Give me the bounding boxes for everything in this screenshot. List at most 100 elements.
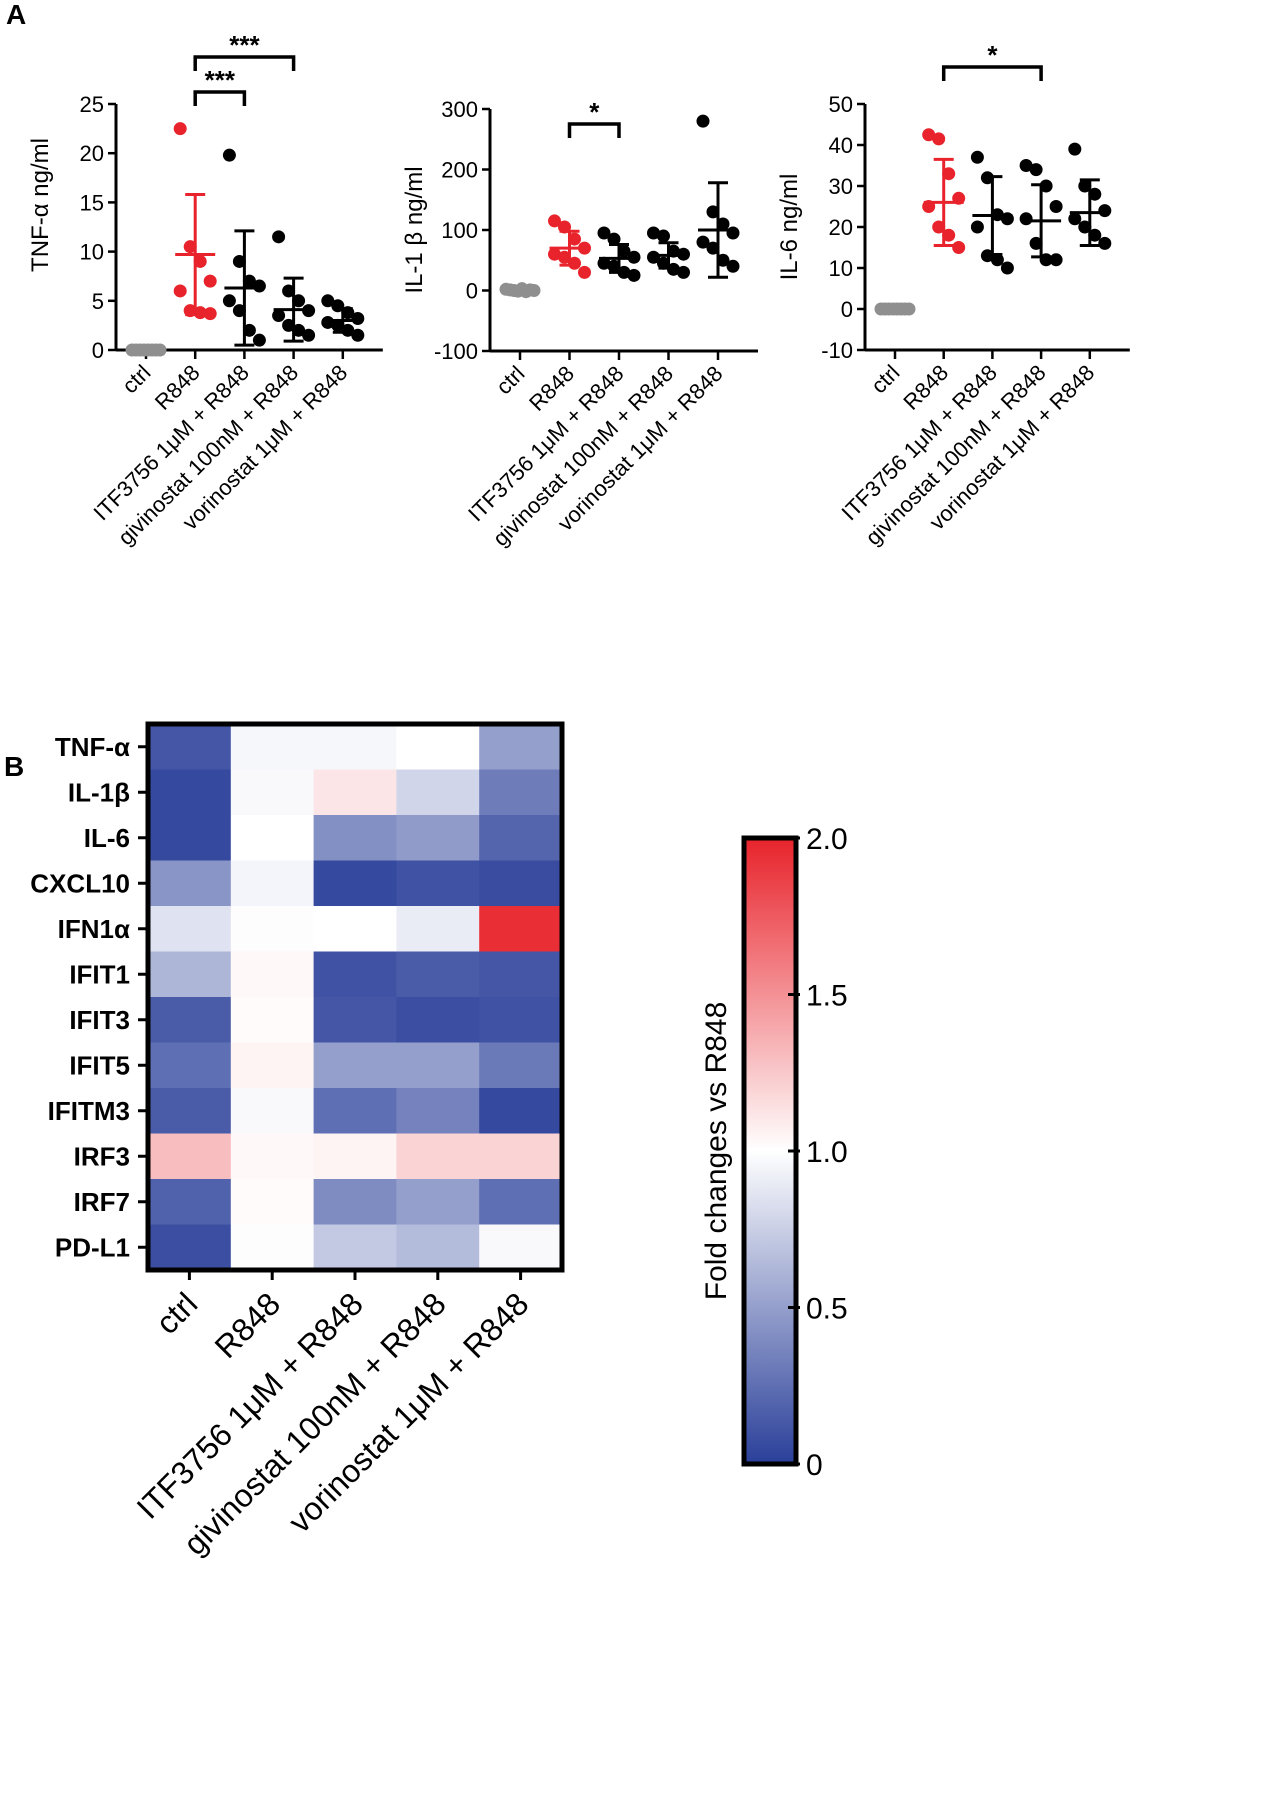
x-tick-label: ctrl — [491, 361, 529, 399]
y-tick-label: 20 — [80, 141, 104, 166]
heatmap-cell — [148, 951, 232, 998]
data-point — [1019, 212, 1033, 226]
heatmap-cell — [313, 1179, 397, 1226]
heatmap-cell — [230, 1224, 315, 1271]
data-point — [302, 328, 316, 342]
heatmap-cell — [230, 1179, 315, 1226]
data-point — [548, 214, 561, 228]
colorbar-tick-label: 0 — [806, 1449, 823, 1482]
y-axis-label: IL-6 ng/ml — [776, 174, 803, 281]
heatmap-cell — [479, 1088, 563, 1135]
data-point — [1078, 179, 1092, 193]
heatmap-cell — [313, 997, 397, 1044]
significance-marker: * — [589, 97, 600, 127]
data-point — [282, 284, 296, 298]
column-label: R848 — [208, 1285, 288, 1365]
data-point — [647, 226, 660, 240]
data-point — [952, 241, 966, 254]
data-point — [1049, 200, 1063, 213]
heatmap-cell — [396, 997, 480, 1044]
heatmap-cell — [479, 769, 563, 816]
heatmap-cell — [148, 860, 232, 907]
significance-marker: *** — [205, 65, 236, 95]
data-point — [272, 230, 286, 244]
data-point — [222, 148, 236, 162]
data-point — [1088, 187, 1102, 201]
data-point — [1098, 236, 1112, 250]
heatmap-cell — [479, 906, 563, 953]
row-label: IL-1β — [68, 777, 130, 807]
data-point — [351, 328, 365, 342]
y-tick-label: 40 — [829, 133, 853, 158]
heatmap-cell — [230, 769, 315, 816]
heatmap-cell — [396, 724, 480, 771]
heatmap-cell — [396, 1224, 480, 1271]
data-point — [568, 232, 581, 246]
row-label: IFITM3 — [48, 1096, 130, 1126]
row-label: IFN1α — [58, 914, 130, 944]
x-tick-label: ctrl — [117, 360, 155, 398]
heatmap-cell — [148, 769, 232, 816]
x-tick-label: ctrl — [866, 360, 904, 398]
data-point — [617, 244, 631, 258]
data-point — [990, 253, 1004, 267]
data-point — [1029, 236, 1043, 250]
row-label: PD-L1 — [55, 1232, 130, 1262]
row-label: IRF3 — [74, 1141, 130, 1171]
y-tick-label: 200 — [441, 158, 478, 183]
heatmap-cell — [396, 1088, 480, 1135]
data-point — [232, 304, 246, 318]
data-point — [627, 268, 641, 282]
heatmap-cell — [313, 1088, 397, 1135]
data-point — [282, 318, 296, 332]
data-point — [292, 323, 306, 337]
heatmap-colorbar: 0 0.5 1.0 1.5 2.0 Fold changes vs R848 — [700, 823, 848, 1482]
heatmap-cell — [313, 951, 397, 998]
heatmap-cell — [396, 860, 480, 907]
heatmap-cell — [230, 1088, 315, 1135]
significance-bracket — [193, 55, 296, 71]
heatmap-cell — [148, 1179, 232, 1226]
data-point — [1078, 220, 1092, 234]
data-point — [942, 228, 956, 242]
heatmap-cell — [230, 1042, 315, 1089]
colorbar-tick-label: 2.0 — [806, 823, 848, 856]
data-point — [696, 235, 710, 249]
heatmap-cell — [479, 860, 563, 907]
panel-label-b: B — [4, 751, 24, 782]
heatmap-cell — [148, 1224, 232, 1271]
heatmap-cell — [479, 1224, 563, 1271]
data-point — [726, 226, 740, 240]
data-point — [706, 241, 720, 255]
heatmap-cell — [148, 906, 232, 953]
data-point — [677, 265, 690, 279]
y-tick-label: 30 — [829, 174, 853, 199]
data-point — [242, 323, 256, 337]
heatmap-cell — [148, 724, 232, 771]
heatmap-cell — [313, 1042, 397, 1089]
data-point — [1068, 142, 1082, 156]
heatmap-cell — [396, 1133, 480, 1180]
data-point — [706, 205, 720, 219]
data-point — [716, 217, 730, 231]
data-point — [193, 254, 207, 268]
heatmap-cell — [148, 1133, 232, 1180]
y-tick-label: -100 — [434, 339, 478, 364]
data-point — [1088, 228, 1102, 242]
significance-marker: *** — [229, 30, 260, 60]
heatmap-cell — [148, 815, 232, 862]
data-point — [1068, 212, 1082, 226]
heatmap-cell — [479, 951, 563, 998]
heatmap-cell — [148, 1042, 232, 1089]
data-point — [597, 256, 611, 270]
y-tick-label: 5 — [92, 289, 104, 314]
heatmap-cell — [396, 951, 480, 998]
panel-label-a: A — [6, 0, 26, 30]
significance-bracket — [567, 122, 621, 138]
y-tick-label: 10 — [80, 240, 104, 265]
heatmap-cell — [479, 997, 563, 1044]
data-point — [292, 294, 306, 308]
